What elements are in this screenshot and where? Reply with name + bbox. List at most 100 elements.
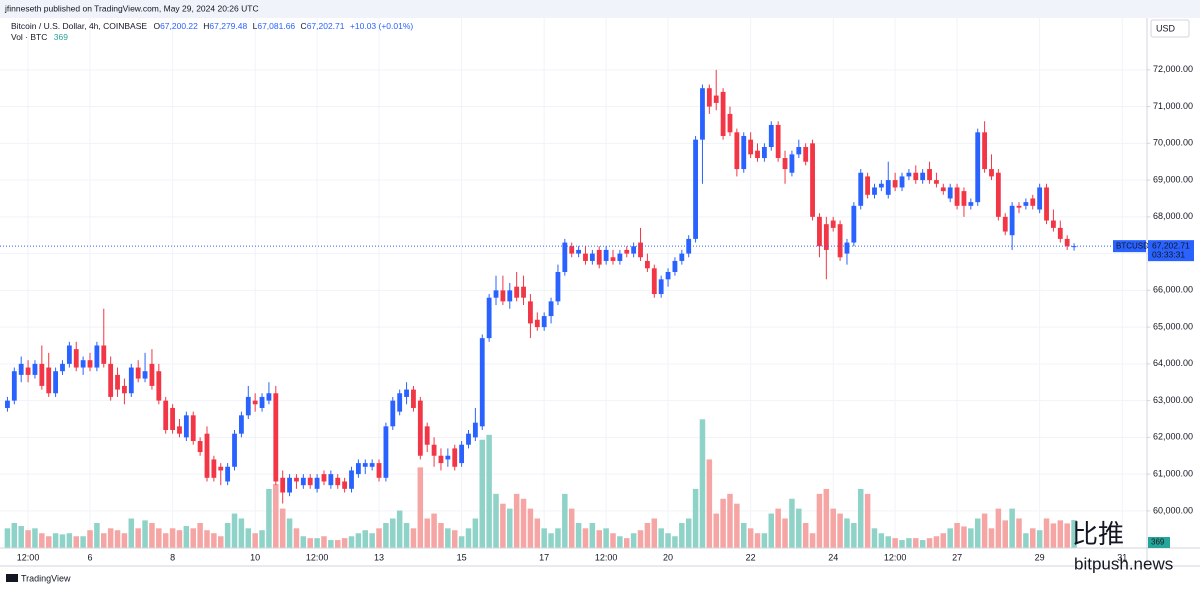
candle-body — [844, 242, 850, 254]
candle-body — [576, 249, 582, 254]
volume-bar — [183, 526, 190, 548]
volume-bar — [864, 493, 871, 548]
candle-body — [589, 253, 595, 261]
watermark-site: bitpush.news — [1074, 554, 1173, 573]
volume-bar — [644, 523, 651, 548]
candle-body — [500, 290, 506, 302]
candle-body — [810, 143, 815, 217]
volume-bar — [472, 518, 479, 548]
candle-body — [1030, 198, 1036, 206]
volume-bar — [328, 540, 334, 548]
candle-body — [252, 400, 258, 405]
candle-body — [39, 363, 45, 386]
y-tick-label: 72,000.00 — [1153, 64, 1193, 74]
candle-body — [837, 224, 843, 258]
symbol-title: Bitcoin / U.S. Dollar, 4h, COINBASE — [11, 21, 147, 31]
volume-bar — [1071, 520, 1077, 548]
candle-body — [603, 249, 609, 261]
candle-body — [741, 135, 747, 170]
volume-bar — [94, 523, 100, 548]
x-tick-label: 17 — [539, 552, 549, 562]
volume-bar — [692, 488, 699, 548]
candle-body — [445, 455, 451, 460]
volume-bar — [238, 518, 245, 548]
candle-body — [204, 433, 210, 478]
candle-body — [300, 477, 306, 486]
candle-body — [782, 158, 788, 170]
volume-bar — [121, 533, 128, 548]
volume-bar — [445, 528, 451, 548]
candle-body — [940, 187, 946, 192]
candle-body — [108, 363, 114, 397]
volume-bar — [197, 523, 203, 548]
volume-bar — [1023, 533, 1029, 548]
candle-body — [706, 88, 712, 107]
candle-body — [390, 400, 396, 427]
symbol-tag — [1113, 240, 1146, 253]
volume-bar — [101, 533, 107, 548]
volume-bar — [73, 536, 79, 548]
volume-bar — [562, 493, 568, 548]
candle-body — [1002, 216, 1008, 232]
candle-body — [1057, 227, 1063, 239]
x-tick-label: 22 — [746, 552, 756, 562]
volume-bar — [128, 518, 135, 548]
volume-bar — [802, 523, 809, 548]
volume-bar — [954, 523, 960, 548]
header-bar — [0, 0, 1200, 18]
candle-body — [514, 286, 520, 298]
y-tick-label: 68,000.00 — [1153, 211, 1193, 221]
axes: USD 60,000.00 61,000.00 62,000.00 63,000.00… — [0, 18, 1200, 567]
volume-bar — [39, 533, 45, 548]
volume-bar — [1043, 518, 1050, 548]
x-tick-label: 20 — [663, 552, 673, 562]
volume-bar — [713, 513, 719, 548]
candle-body — [149, 363, 155, 386]
candle-body — [287, 477, 292, 493]
volume-bar — [156, 528, 162, 548]
x-tick-label: 12:00 — [306, 552, 329, 562]
volume-bar — [610, 533, 616, 548]
volume-bar — [142, 520, 148, 548]
candle-body — [830, 220, 836, 228]
volume-bar — [775, 508, 781, 548]
candle-body — [534, 319, 540, 328]
y-tick-label: 69,000.00 — [1153, 174, 1193, 184]
currency-box[interactable] — [1150, 19, 1190, 38]
o-label: O — [153, 21, 160, 31]
candle-body — [713, 95, 719, 103]
volume-bar — [988, 528, 995, 548]
candle-body — [720, 91, 726, 136]
candle-body — [521, 286, 526, 298]
volume-bar — [176, 530, 183, 548]
volume-bar — [630, 533, 637, 548]
volume-bar — [4, 528, 11, 548]
volume-bar — [816, 493, 823, 548]
candle-body — [472, 422, 478, 438]
volume-bar — [114, 530, 121, 548]
candle-body — [18, 363, 24, 375]
candle-body — [486, 297, 492, 339]
volume-bar — [768, 513, 775, 548]
volume-bar — [1036, 530, 1043, 548]
candle-body — [947, 187, 953, 199]
x-tick-label: 8 — [170, 552, 175, 562]
volume-bar — [321, 536, 327, 548]
watermark-mark: 比推 — [1072, 519, 1124, 549]
y-tick-label: 71,000.00 — [1153, 101, 1193, 111]
candle-body — [555, 271, 561, 302]
candle-body — [404, 389, 409, 397]
volume-bar — [568, 508, 575, 548]
volume-bar — [679, 523, 685, 548]
candle-body — [693, 139, 698, 239]
volume-bar — [334, 540, 341, 548]
candle-body — [982, 132, 988, 170]
volume-bar — [341, 538, 348, 548]
candle-body — [53, 371, 59, 394]
candle-body — [335, 477, 341, 486]
volume-tag-text: 369 — [1151, 538, 1165, 547]
volume-bar — [624, 538, 630, 548]
footer-logo — [6, 574, 18, 582]
candle-body — [823, 224, 829, 250]
candle-body — [569, 246, 575, 254]
